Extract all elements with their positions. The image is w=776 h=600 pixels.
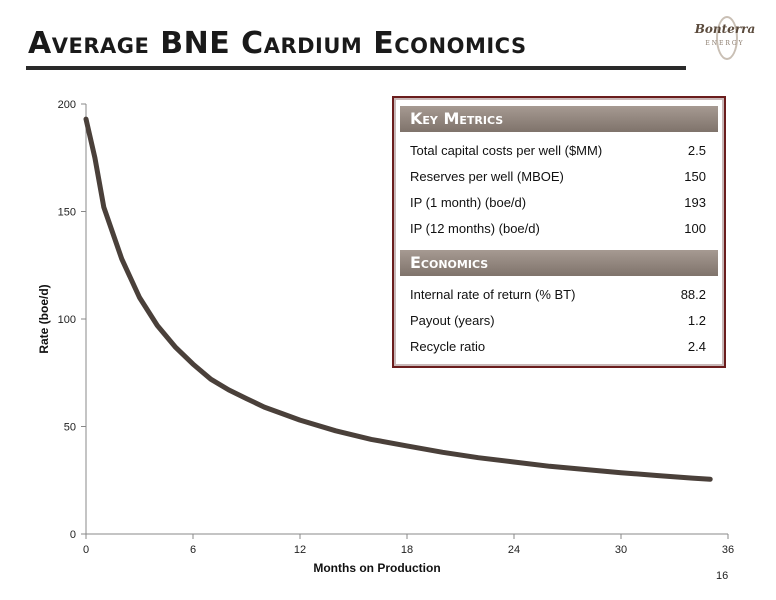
x-tick-label: 24 [508, 544, 520, 556]
economics-row: Payout (years) 1.2 [410, 308, 706, 334]
x-tick-label: 36 [722, 544, 734, 556]
metric-value: 193 [684, 195, 706, 210]
decline-curve-line [83, 116, 713, 482]
economics-label: Payout (years) [410, 313, 495, 328]
economics-row: Internal rate of return (% BT) 88.2 [410, 282, 706, 308]
metric-row: Total capital costs per well ($MM) 2.5 [410, 138, 706, 164]
y-tick-label: 50 [64, 422, 76, 434]
metric-row: IP (12 months) (boe/d) 100 [410, 216, 706, 242]
x-tick-label: 12 [294, 544, 306, 556]
title-rule [26, 66, 686, 70]
metrics-panel: Key Metrics Total capital costs per well… [392, 96, 726, 368]
x-axis-label: Months on Production [313, 561, 440, 575]
metric-label: IP (1 month) (boe/d) [410, 195, 527, 210]
metric-label: Total capital costs per well ($MM) [410, 143, 603, 158]
page-number: 16 [716, 570, 729, 582]
page-title: Average BNE Cardium Economics [28, 26, 527, 61]
economics-label: Recycle ratio [410, 339, 486, 354]
logo-mark-icon [716, 16, 738, 60]
economics-value: 88.2 [680, 287, 706, 302]
key-metrics-header: Key Metrics [400, 106, 718, 132]
metric-label: Reserves per well (MBOE) [410, 169, 564, 184]
economics-header: Economics [400, 250, 718, 276]
metric-label: IP (12 months) (boe/d) [410, 221, 540, 236]
metric-value: 2.5 [687, 143, 706, 158]
y-tick-label: 100 [58, 314, 76, 326]
x-tick-label: 30 [615, 544, 627, 556]
economics-value: 1.2 [687, 313, 706, 328]
y-tick-label: 0 [70, 529, 76, 541]
economics-row: Recycle ratio 2.4 [410, 334, 706, 360]
y-axis-label: Rate (boe/d) [37, 284, 51, 353]
economics-value: 2.4 [687, 339, 706, 354]
logo-text: Bonterra [694, 22, 756, 36]
metric-value: 100 [684, 221, 706, 236]
metric-value: 150 [684, 169, 706, 184]
metric-row: Reserves per well (MBOE) 150 [410, 164, 706, 190]
x-tick-label: 18 [401, 544, 413, 556]
logo-subtext: ENERGY [705, 40, 745, 47]
y-tick-label: 150 [58, 207, 76, 219]
company-logo: Bonterra ENERGY [690, 16, 760, 64]
y-tick-label: 200 [58, 99, 76, 111]
x-tick-label: 0 [83, 544, 89, 556]
economics-label: Internal rate of return (% BT) [410, 287, 576, 302]
metric-row: IP (1 month) (boe/d) 193 [410, 190, 706, 216]
x-tick-label: 6 [190, 544, 196, 556]
